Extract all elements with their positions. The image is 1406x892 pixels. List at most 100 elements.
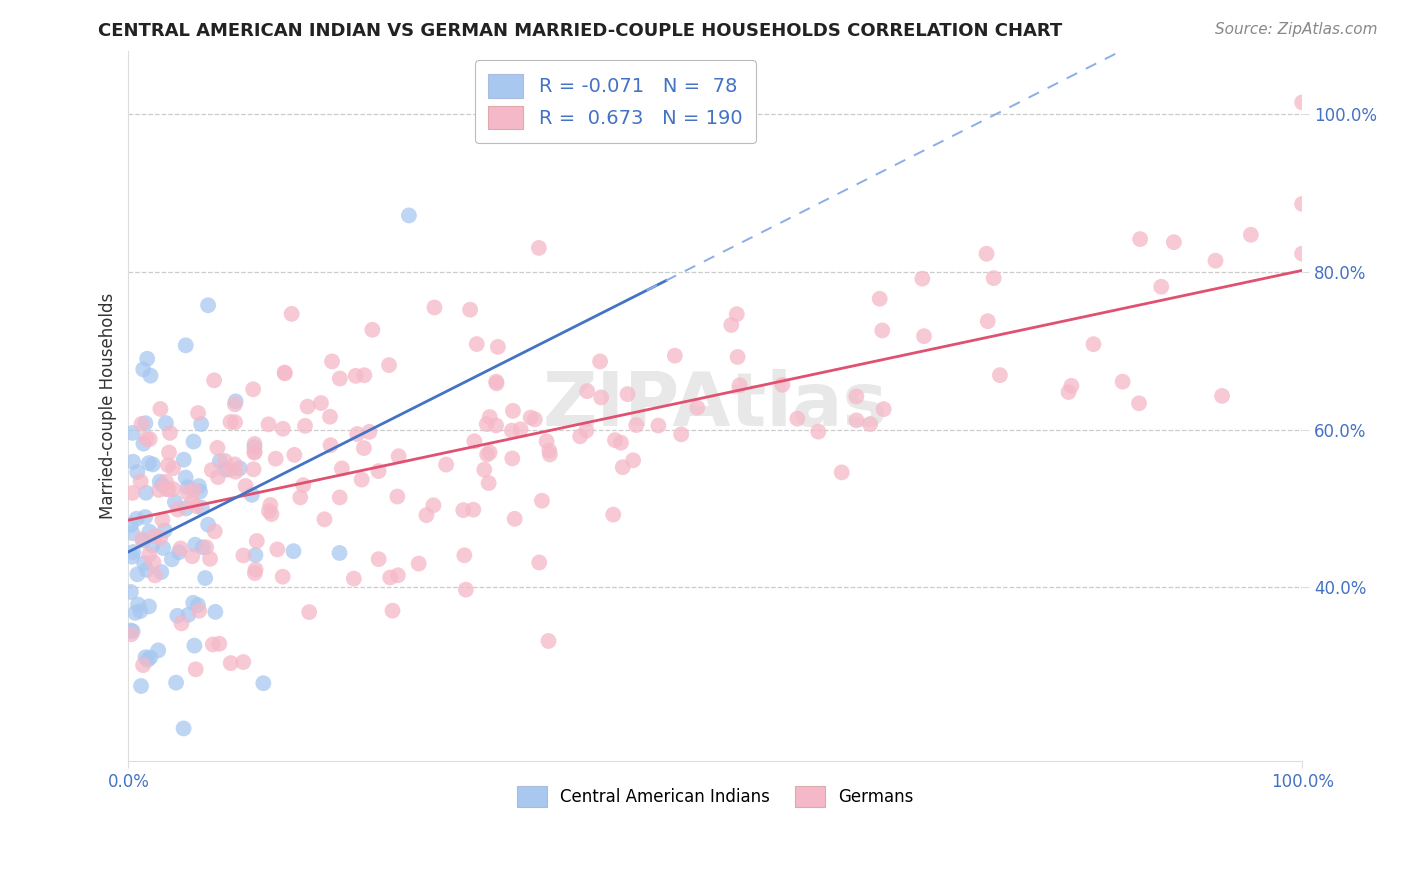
Point (132, 533, 155, 548)
Point (1060, 379, 1083, 393)
Point (616, 387, 638, 401)
Point (240, 488, 263, 502)
Point (184, 538, 207, 552)
Point (367, 464, 389, 478)
Point (252, 676, 274, 690)
Point (127, 567, 149, 582)
Point (208, 454, 231, 468)
Point (1163, 235, 1185, 249)
Point (122, 455, 145, 469)
Point (463, 502, 485, 516)
Point (983, 271, 1005, 285)
Point (136, 653, 159, 667)
Point (831, 466, 853, 480)
Point (150, 478, 173, 492)
Point (1291, 197, 1313, 211)
Point (143, 529, 166, 543)
Point (266, 542, 288, 557)
Point (538, 443, 561, 458)
Point (143, 568, 166, 582)
Point (728, 378, 751, 392)
Point (124, 606, 146, 620)
Point (162, 461, 184, 475)
Point (353, 441, 375, 455)
Point (157, 458, 180, 473)
Point (485, 376, 508, 391)
Point (186, 499, 208, 513)
Point (121, 486, 143, 500)
Point (243, 437, 266, 451)
Point (129, 679, 152, 693)
Point (187, 406, 209, 420)
Point (415, 508, 437, 523)
Point (575, 424, 598, 438)
Point (725, 307, 748, 321)
Point (530, 493, 553, 508)
Point (367, 552, 389, 566)
Point (204, 524, 226, 539)
Point (298, 605, 321, 619)
Point (378, 358, 401, 372)
Point (187, 598, 209, 612)
Point (131, 533, 153, 547)
Point (232, 655, 254, 669)
Point (169, 541, 191, 556)
Point (527, 241, 550, 255)
Point (177, 480, 200, 494)
Text: Source: ZipAtlas.com: Source: ZipAtlas.com (1215, 22, 1378, 37)
Point (859, 417, 882, 431)
Point (1128, 396, 1150, 410)
Point (135, 432, 157, 446)
Point (478, 410, 501, 425)
Point (536, 434, 558, 449)
Point (194, 571, 217, 585)
Point (150, 565, 173, 579)
Point (246, 534, 269, 549)
Point (225, 394, 247, 409)
Point (157, 445, 180, 459)
Point (845, 389, 868, 403)
Point (134, 650, 156, 665)
Point (121, 425, 143, 440)
Point (184, 662, 207, 676)
Point (671, 427, 693, 442)
Point (229, 461, 252, 475)
Point (134, 510, 156, 524)
Point (202, 373, 225, 387)
Point (319, 409, 342, 424)
Point (127, 465, 149, 479)
Point (183, 434, 205, 449)
Point (166, 608, 188, 623)
Point (1057, 385, 1080, 400)
Point (453, 503, 475, 517)
Point (283, 544, 305, 558)
Point (159, 425, 181, 440)
Point (264, 451, 287, 466)
Point (157, 482, 180, 496)
Point (235, 479, 257, 493)
Point (1211, 389, 1233, 403)
Point (872, 323, 894, 337)
Point (163, 495, 186, 509)
Point (174, 338, 197, 352)
Point (138, 548, 160, 562)
Point (122, 545, 145, 559)
Point (1150, 279, 1173, 293)
Point (219, 415, 242, 429)
Point (472, 463, 495, 477)
Point (361, 323, 384, 337)
Point (191, 500, 214, 515)
Point (869, 292, 891, 306)
Point (132, 436, 155, 450)
Point (180, 495, 202, 509)
Point (519, 410, 541, 425)
Point (152, 513, 174, 527)
Point (139, 368, 162, 383)
Point (610, 435, 633, 450)
Point (188, 484, 211, 499)
Point (328, 546, 350, 560)
Point (142, 555, 165, 569)
Point (1291, 246, 1313, 260)
Point (167, 545, 190, 559)
Point (271, 570, 294, 584)
